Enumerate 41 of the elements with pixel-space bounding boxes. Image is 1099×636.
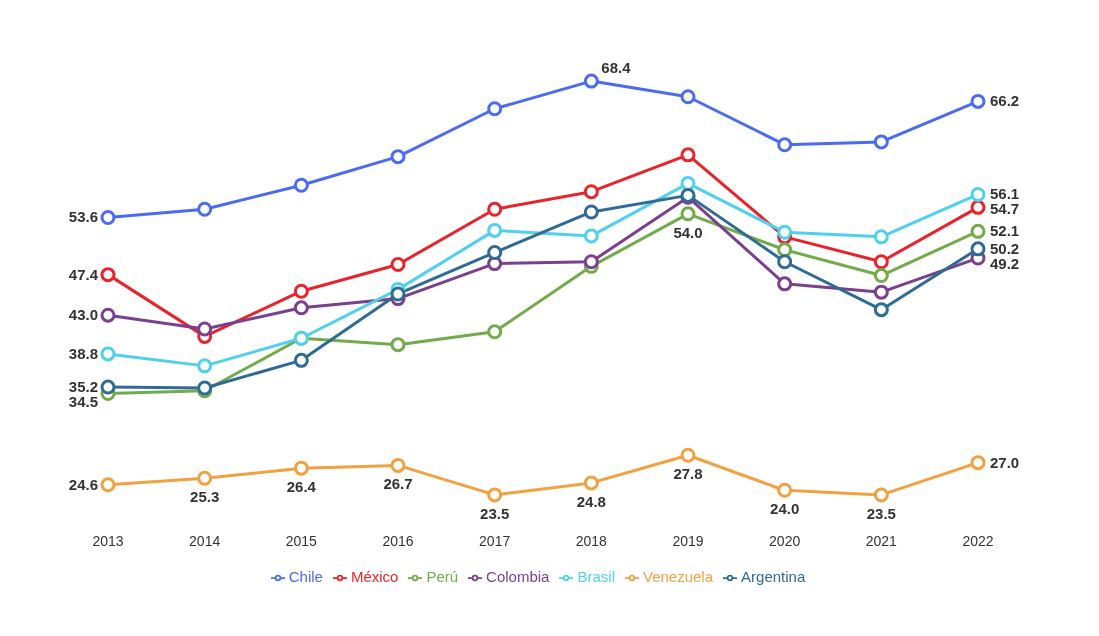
- data-label: 47.4: [68, 265, 99, 283]
- data-label: 24.6: [68, 475, 98, 493]
- x-tick-label: 2014: [189, 532, 221, 549]
- x-tick-label: 2016: [382, 532, 414, 549]
- data-label: 56.1: [990, 185, 1020, 203]
- data-label: 54.7: [990, 200, 1020, 218]
- legend-label: Perú: [426, 568, 459, 585]
- x-tick-label: 2020: [769, 532, 801, 549]
- x-tick-label: 2022: [962, 532, 994, 549]
- data-label: 24.8: [576, 492, 606, 510]
- data-label: 54.0: [673, 223, 703, 241]
- data-label: 25.3: [190, 488, 220, 506]
- data-label: 23.5: [866, 504, 896, 522]
- data-label: 34.5: [68, 393, 98, 411]
- data-label: 53.6: [68, 208, 98, 226]
- data-label: 26.7: [383, 475, 413, 493]
- data-label: 50.2: [990, 239, 1020, 257]
- data-label: 24.0: [770, 500, 800, 518]
- x-tick-label: 2019: [672, 532, 704, 549]
- data-label: 23.5: [480, 504, 510, 522]
- data-label: 27.8: [673, 465, 703, 483]
- data-label: 35.2: [68, 378, 98, 396]
- legend-label: Colombia: [486, 568, 550, 585]
- x-tick-label: 2017: [479, 532, 511, 549]
- data-label: 38.8: [68, 344, 98, 362]
- data-label: 27.0: [990, 453, 1020, 471]
- data-label: 49.2: [990, 254, 1020, 272]
- data-label: 66.2: [990, 92, 1020, 110]
- x-tick-label: 2013: [92, 532, 124, 549]
- data-label: 26.4: [286, 478, 317, 496]
- x-tick-label: 2015: [285, 532, 318, 549]
- data-label: 52.1: [990, 222, 1020, 240]
- legend-label: México: [350, 568, 399, 585]
- legend-label: Venezuela: [642, 568, 714, 585]
- legend-label: Chile: [288, 568, 323, 585]
- legend-label: Brasil: [577, 568, 615, 585]
- data-label: 68.4: [601, 59, 632, 77]
- legend-label: Argentina: [741, 568, 806, 585]
- x-tick-label: 2021: [865, 532, 898, 549]
- data-label: 43.0: [68, 306, 98, 324]
- x-tick-label: 2018: [575, 532, 608, 549]
